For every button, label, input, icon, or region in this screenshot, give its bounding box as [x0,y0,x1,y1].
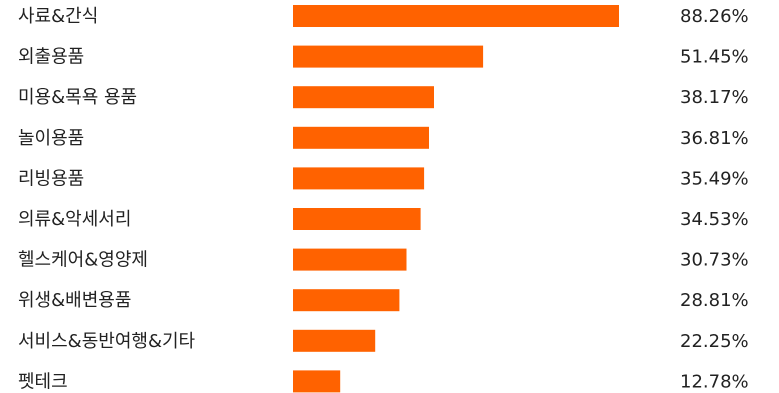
bar [293,289,400,312]
category-label: 의류&악세서리 [18,209,131,230]
value-label: 35.49% [680,168,749,189]
value-label: 22.25% [680,331,749,352]
value-label: 34.53% [680,209,749,230]
category-label: 펫테크 [18,371,68,392]
category-label: 헬스케어&영양제 [18,250,148,271]
value-label: 38.17% [680,87,749,108]
category-label: 서비스&동반여행&기타 [18,331,196,352]
bar [293,86,434,109]
bar [293,370,341,393]
bar [293,167,425,190]
category-label: 리빙용품 [18,168,84,189]
bar [293,126,429,149]
value-label: 51.45% [680,47,749,68]
value-label: 30.73% [680,250,749,271]
value-label: 12.78% [680,371,749,392]
bar [293,208,421,230]
bar [293,248,407,271]
value-label: 88.26% [680,6,749,27]
bar [293,329,376,352]
value-label: 28.81% [680,290,749,311]
value-label: 36.81% [680,128,749,149]
category-label: 놀이용품 [18,128,84,149]
category-label: 사료&간식 [18,6,98,27]
category-label: 위생&배변용품 [18,290,131,311]
bar [293,5,619,27]
category-label: 외출용품 [18,47,84,68]
bar [293,45,484,68]
category-label: 미용&목욕 용품 [18,87,137,108]
